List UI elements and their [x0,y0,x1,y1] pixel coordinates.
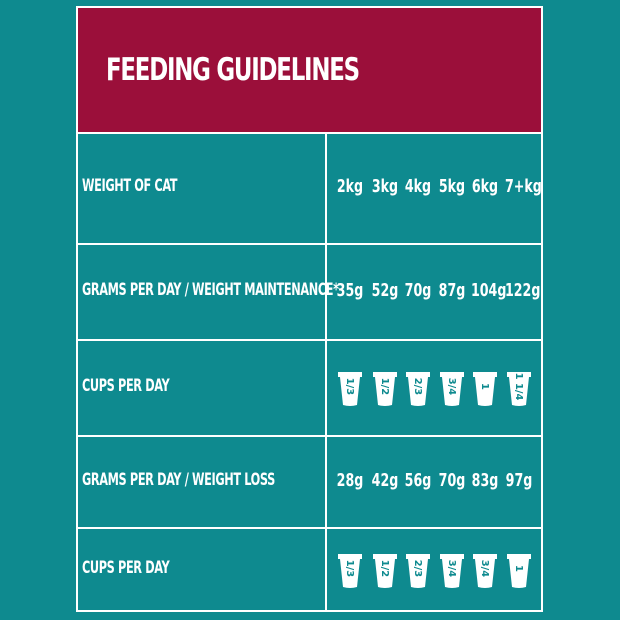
cell-value: 7+kg [504,176,542,197]
cup-fraction-label: 3/4 [479,559,491,578]
cell-value: 28g [336,470,364,491]
cup-fraction-label: 1/3 [344,377,356,396]
cell-value: 56g [404,470,432,491]
cell-value: 35g [336,280,364,301]
measuring-cup-icon: 2/3 [404,550,432,590]
measuring-cup-icon: 3/4 [438,550,466,590]
measuring-cup-icon: 1/2 [371,368,399,408]
cell-value: 83g [471,470,499,491]
row-divider [78,435,541,437]
row-divider [78,339,541,341]
cell-value: 52g [371,280,399,301]
cell-value: 3kg [371,176,399,197]
measuring-cup-icon: 2/3 [404,368,432,408]
header-banner: FEEDING GUIDELINES [78,8,541,132]
cell-value: 70g [438,470,466,491]
measuring-cup-icon: 3/4 [471,550,499,590]
measuring-cup-icon: 3/4 [438,368,466,408]
cell-value: 104g [470,280,507,301]
cup-fraction-label: 3/4 [446,559,458,578]
measuring-cup-icon: 1 [471,368,499,408]
cell-value: 5kg [438,176,466,197]
row-label: GRAMS PER DAY / WEIGHT MAINTENANCE* [82,280,339,300]
measuring-cup-icon: 1/3 [336,550,364,590]
row-label: CUPS PER DAY [82,558,170,578]
row-label: CUPS PER DAY [82,376,170,396]
cell-value: 97g [505,470,533,491]
cell-value: 2kg [336,176,364,197]
cell-value: 87g [438,280,466,301]
cell-value: 122g [504,280,541,301]
cup-fraction-label: 1/3 [344,559,356,578]
cup-fraction-label: 1 [479,383,491,390]
column-divider [325,132,327,612]
cup-fraction-label: 3/4 [446,377,458,396]
cup-fraction-label: 1/2 [379,377,391,396]
cup-fraction-label: 1 1/4 [513,372,525,401]
cup-fraction-label: 1 [513,565,525,572]
cell-value: 6kg [471,176,499,197]
row-divider [78,243,541,245]
feeding-guidelines-panel: FEEDING GUIDELINES WEIGHT OF CAT 2kg 3kg 4k… [76,6,543,612]
measuring-cup-icon: 1 [505,550,533,590]
measuring-cup-icon: 1/3 [336,368,364,408]
row-label: WEIGHT OF CAT [82,176,178,196]
page-title: FEEDING GUIDELINES [106,52,360,88]
row-divider [78,527,541,529]
cell-value: 42g [371,470,399,491]
cup-fraction-label: 2/3 [412,559,424,578]
cup-fraction-label: 2/3 [412,377,424,396]
cell-value: 70g [404,280,432,301]
cell-value: 4kg [404,176,432,197]
measuring-cup-icon: 1 1/4 [505,368,533,408]
cup-fraction-label: 1/2 [379,559,391,578]
row-label: GRAMS PER DAY / WEIGHT LOSS [82,470,275,490]
measuring-cup-icon: 1/2 [371,550,399,590]
row-divider [78,132,541,134]
